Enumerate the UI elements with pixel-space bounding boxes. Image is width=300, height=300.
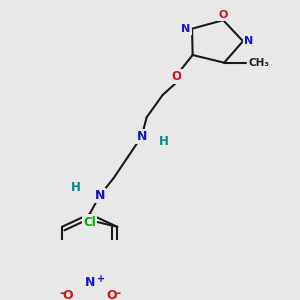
Text: N: N xyxy=(182,24,191,34)
Text: -: - xyxy=(60,287,65,300)
Text: -: - xyxy=(116,287,121,300)
Text: N: N xyxy=(136,130,147,143)
Text: O: O xyxy=(106,289,117,300)
Text: N: N xyxy=(85,276,95,289)
Text: O: O xyxy=(62,289,73,300)
Text: CH₃: CH₃ xyxy=(248,58,269,68)
Text: Cl: Cl xyxy=(83,215,96,229)
Text: H: H xyxy=(159,135,169,148)
Text: N: N xyxy=(244,36,253,46)
Text: O: O xyxy=(218,10,228,20)
Text: N: N xyxy=(94,189,105,202)
Text: O: O xyxy=(172,70,182,83)
Text: H: H xyxy=(71,181,81,194)
Text: +: + xyxy=(97,274,105,284)
